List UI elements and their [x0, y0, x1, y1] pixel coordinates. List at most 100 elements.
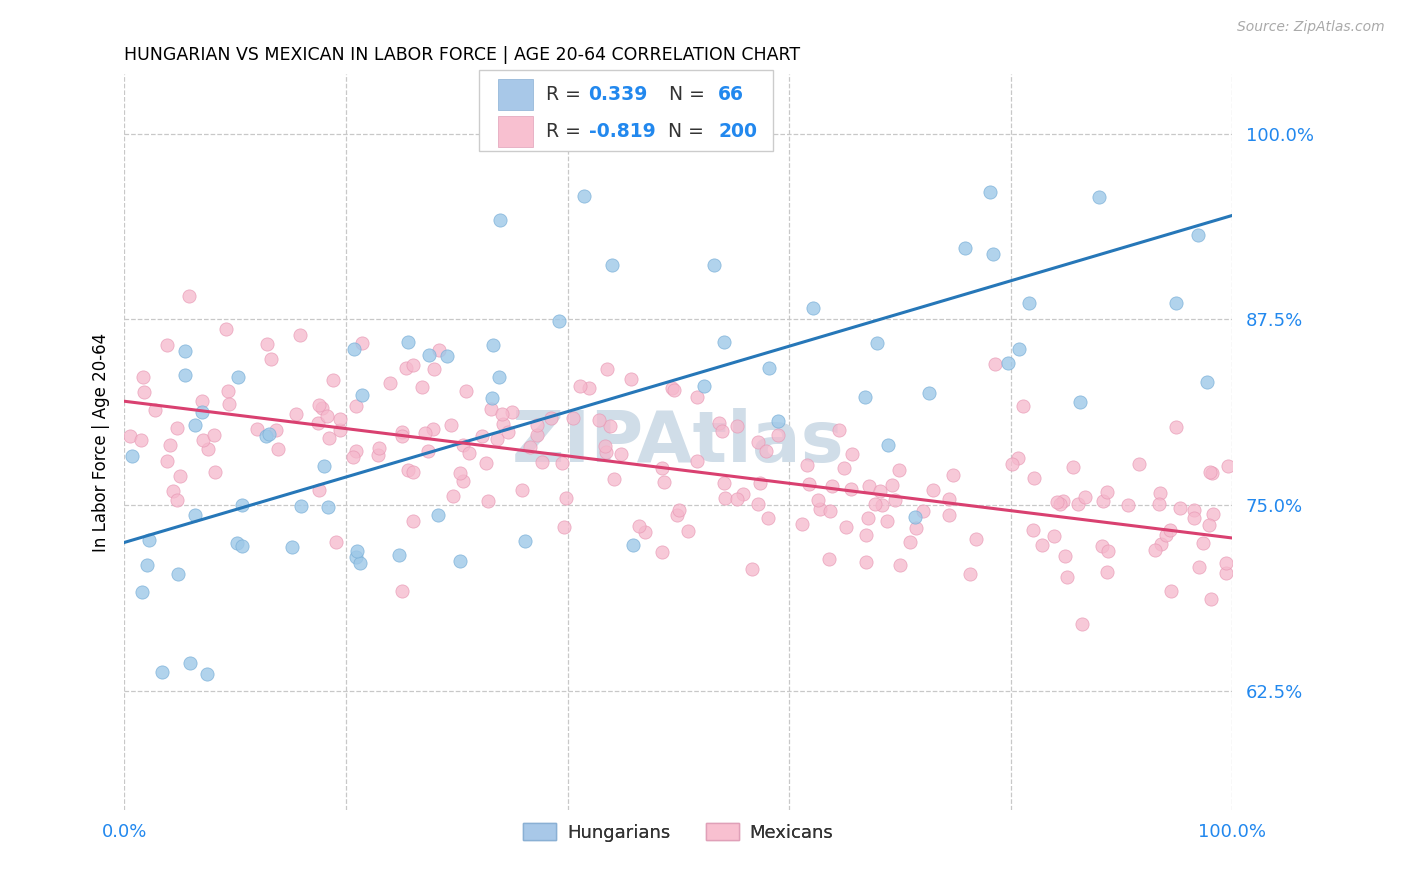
Point: [350, 335, 373, 350]
Point: [747, 435, 769, 450]
FancyBboxPatch shape: [479, 70, 772, 152]
Point: [808, 502, 831, 516]
Point: [889, 463, 911, 477]
Point: [343, 343, 366, 357]
Point: [1031, 538, 1053, 552]
Point: [489, 213, 512, 227]
Point: [801, 301, 824, 315]
Point: [1160, 584, 1182, 599]
Point: [713, 476, 735, 491]
Point: [138, 533, 160, 547]
Point: [226, 536, 249, 550]
Point: [166, 421, 188, 435]
Point: [553, 520, 575, 534]
Point: [1046, 495, 1069, 509]
Point: [423, 361, 446, 376]
Point: [260, 351, 283, 366]
Point: [308, 483, 330, 497]
Point: [191, 394, 214, 409]
Point: [713, 335, 735, 350]
Point: [402, 465, 425, 479]
Point: [501, 405, 523, 419]
Point: [1218, 458, 1240, 473]
Point: [569, 379, 592, 393]
Point: [131, 585, 153, 599]
Point: [983, 246, 1005, 260]
Point: [1182, 502, 1205, 516]
Point: [510, 483, 533, 498]
Point: [1198, 517, 1220, 532]
Point: [134, 384, 156, 399]
Point: [315, 409, 337, 423]
Point: [1170, 500, 1192, 515]
Point: [938, 508, 960, 522]
Point: [1164, 296, 1187, 310]
Point: [342, 450, 364, 465]
Point: [1164, 419, 1187, 434]
Point: [259, 426, 281, 441]
Point: [135, 558, 157, 572]
Point: [440, 418, 463, 433]
Point: [898, 535, 921, 549]
Point: [167, 566, 190, 581]
Point: [904, 509, 927, 524]
Point: [1062, 460, 1084, 475]
Point: [496, 425, 519, 439]
Point: [121, 449, 143, 463]
Point: [561, 411, 583, 425]
Point: [1095, 565, 1118, 579]
Point: [1012, 399, 1035, 413]
Point: [519, 441, 541, 455]
Point: [620, 371, 643, 385]
Point: [818, 504, 841, 518]
Point: [725, 419, 748, 434]
Point: [748, 476, 770, 491]
Point: [486, 433, 509, 447]
Point: [254, 428, 277, 442]
Point: [395, 360, 418, 375]
Point: [322, 374, 344, 388]
Point: [344, 443, 367, 458]
Point: [307, 416, 329, 430]
Point: [766, 427, 789, 442]
Point: [159, 438, 181, 452]
Point: [828, 423, 851, 437]
Point: [388, 548, 411, 562]
Point: [799, 477, 821, 491]
Point: [839, 483, 862, 497]
Point: [166, 492, 188, 507]
Point: [264, 424, 287, 438]
Point: [865, 335, 887, 350]
Point: [676, 524, 699, 539]
Point: [766, 414, 789, 428]
Point: [1147, 497, 1170, 511]
Point: [191, 433, 214, 447]
Point: [1199, 591, 1222, 606]
Point: [578, 381, 600, 395]
Point: [391, 425, 413, 439]
Point: [959, 566, 981, 581]
Point: [190, 405, 212, 419]
Text: N =: N =: [657, 86, 711, 104]
Point: [184, 418, 207, 433]
Text: Source: ZipAtlas.com: Source: ZipAtlas.com: [1237, 20, 1385, 34]
Bar: [498, 116, 533, 147]
Point: [1198, 465, 1220, 479]
Point: [1188, 559, 1211, 574]
Point: [346, 549, 368, 564]
Point: [1149, 486, 1171, 500]
Point: [281, 541, 304, 555]
Point: [1118, 498, 1140, 512]
Point: [156, 338, 179, 352]
Point: [458, 445, 481, 459]
Point: [876, 514, 898, 528]
Point: [1215, 566, 1237, 581]
Point: [215, 322, 238, 336]
Point: [1150, 537, 1173, 551]
Point: [1007, 343, 1029, 357]
Point: [790, 516, 813, 531]
Point: [596, 362, 619, 376]
Point: [731, 487, 754, 501]
Point: [1182, 511, 1205, 525]
Point: [218, 397, 240, 411]
